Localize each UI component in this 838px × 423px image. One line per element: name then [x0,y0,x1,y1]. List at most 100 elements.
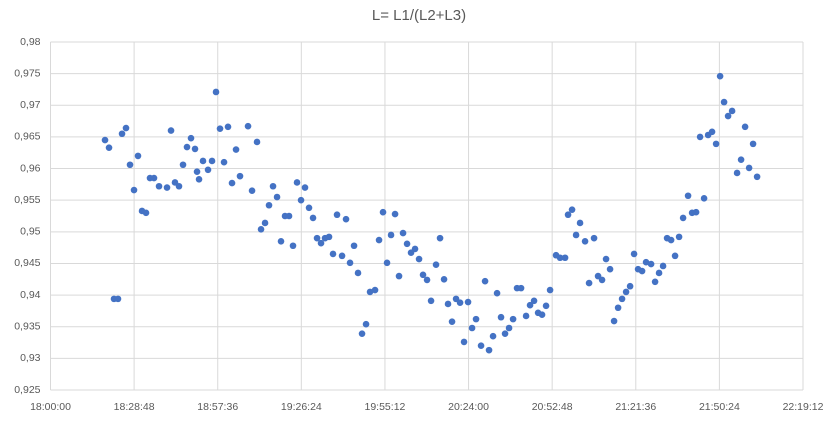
point [464,298,472,306]
point [598,276,606,284]
point [134,152,142,160]
point [142,209,150,217]
point [163,184,171,191]
point [749,140,757,148]
point [700,194,708,202]
point [244,122,252,130]
point [105,144,113,151]
point [338,252,346,260]
point [379,208,387,216]
point [285,212,293,220]
chart-title: L= L1/(L2+L3) [372,7,466,24]
point [509,315,517,323]
point [642,258,650,266]
point [346,259,354,267]
y-tick-label: 0,98 [20,36,41,48]
point [150,174,158,182]
y-tick-label: 0,925 [14,384,40,396]
point [350,242,358,250]
y-tick-label: 0,94 [20,289,41,301]
point [228,179,236,187]
point [477,342,485,350]
point [399,229,407,237]
point [101,136,109,144]
point [167,127,175,134]
point [561,254,569,262]
point [193,168,201,176]
point [576,219,584,227]
point [724,112,732,120]
point [118,130,126,138]
point [261,219,269,227]
point [187,134,195,142]
point [325,233,333,241]
point [248,187,256,194]
x-tick-label: 22:19:12 [783,401,824,413]
point [269,182,277,190]
point [526,301,534,309]
point [232,146,240,153]
point [733,169,741,177]
x-tick-label: 18:57:36 [197,401,238,413]
point [622,288,630,296]
point [489,332,497,340]
point [556,254,564,262]
point [333,211,341,219]
y-tick-label: 0,975 [14,67,40,79]
point [273,193,281,201]
point [114,295,122,303]
x-tick-label: 18:00:00 [30,401,71,413]
point [753,173,761,181]
point [522,312,530,320]
point [126,161,134,169]
point [436,234,444,242]
point [411,245,419,253]
point [387,231,395,239]
point [257,225,265,233]
point [590,234,598,242]
point [745,164,753,172]
point [517,284,525,292]
point [179,161,187,169]
point [581,238,589,245]
point [720,98,728,106]
point [638,267,646,275]
y-tick-label: 0,965 [14,131,40,143]
x-tick-label: 19:26:24 [281,401,322,413]
point [199,157,207,165]
point [606,265,614,273]
point [358,330,366,337]
y-tick-label: 0,955 [14,194,40,206]
point [671,252,679,260]
point [602,255,610,263]
point [253,138,261,146]
point [728,107,736,115]
point [493,289,501,297]
point [456,299,464,306]
point [301,184,309,191]
point [224,123,232,131]
point [423,276,431,284]
point [585,279,593,287]
point [546,286,554,294]
point [289,242,297,250]
point [675,233,683,241]
point [610,317,618,325]
x-tick-label: 21:50:24 [699,401,740,413]
point [505,324,513,332]
point [647,260,655,268]
point [568,206,576,213]
point [212,88,220,96]
point [415,255,423,263]
point [667,236,675,244]
y-tick-label: 0,96 [20,162,41,174]
point [460,338,468,346]
point [614,304,622,312]
point [538,311,546,319]
point [317,239,325,247]
point [497,313,505,321]
point [485,346,493,354]
point [371,286,379,294]
point [155,182,163,190]
